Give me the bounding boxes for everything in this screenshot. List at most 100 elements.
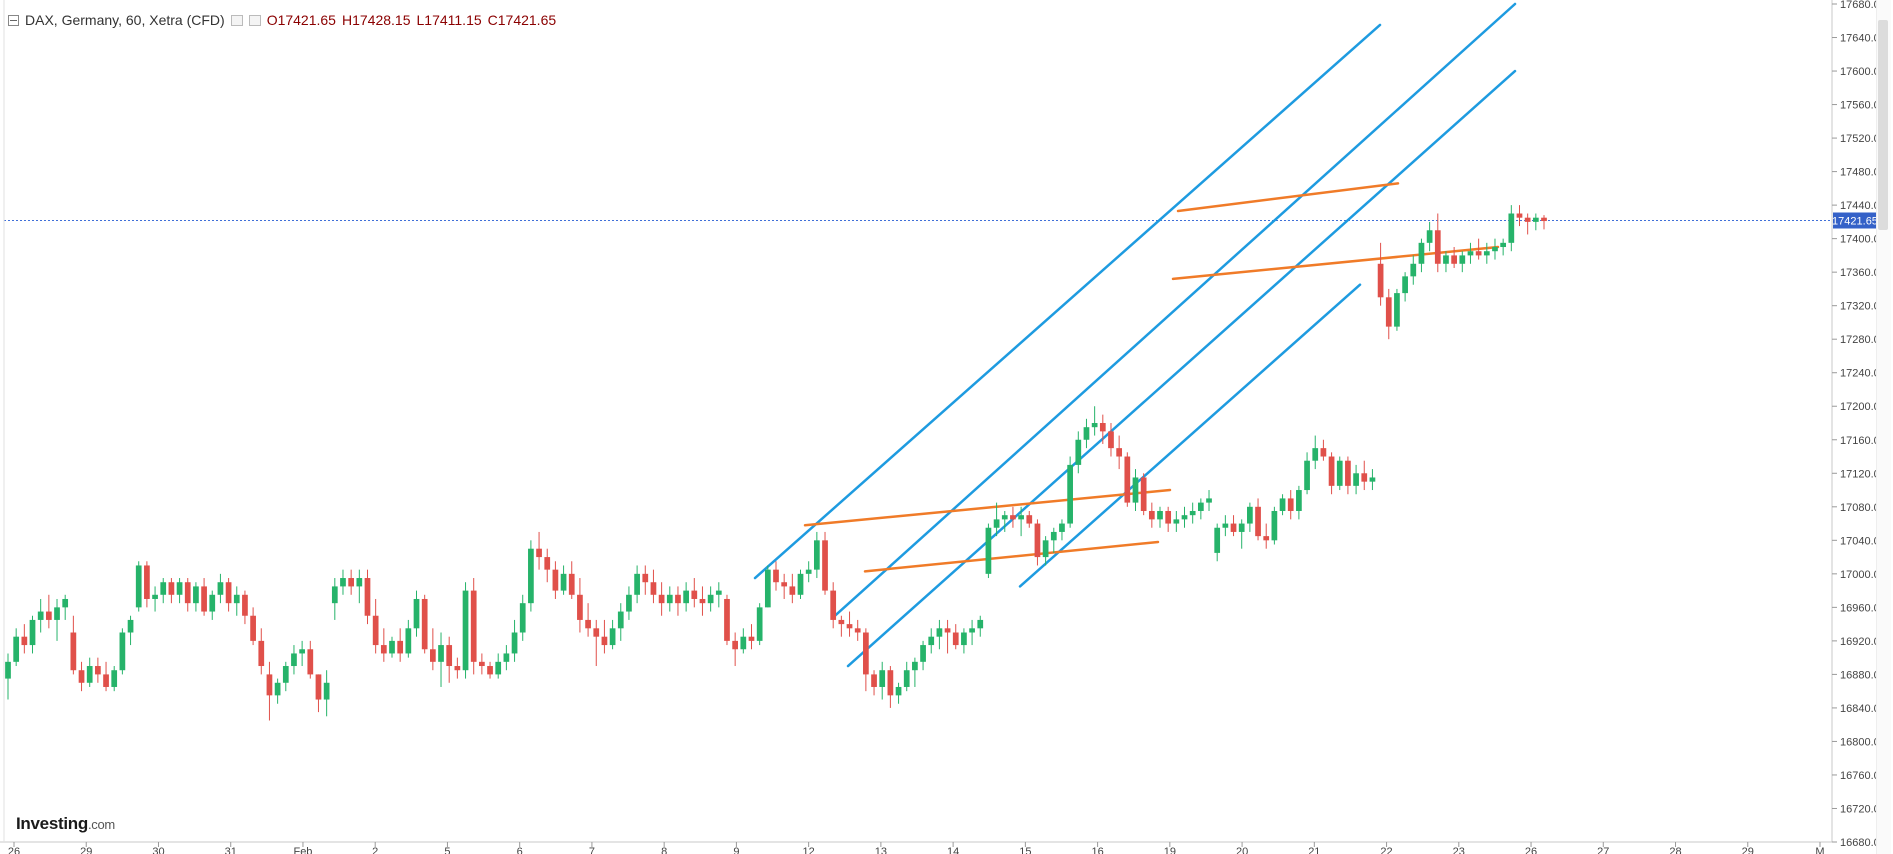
price-tag-label: 17421.65	[1832, 215, 1878, 227]
candle-body	[95, 666, 101, 675]
candle-body	[1091, 423, 1098, 428]
trendline-layer[interactable]	[4, 2, 1832, 668]
x-tick-label: 30	[152, 846, 164, 854]
candle-body	[1434, 230, 1441, 264]
candle-body	[397, 640, 404, 654]
y-tick-label: 17560.00	[1840, 100, 1886, 112]
candle-body	[5, 661, 11, 679]
y-tick-label: 17520.00	[1840, 133, 1886, 145]
settings-icon[interactable]	[248, 14, 261, 26]
candle-body	[552, 569, 559, 591]
candle-body	[144, 565, 150, 599]
candle-body	[830, 590, 837, 620]
investing-logo[interactable]: Investing.com	[16, 814, 115, 834]
candle-body	[593, 628, 600, 637]
y-tick-label: 17200.00	[1840, 401, 1886, 413]
wedge-trendline	[863, 540, 1160, 573]
candle-body	[920, 645, 926, 662]
visibility-icon[interactable]	[230, 14, 243, 26]
candle-body	[944, 628, 951, 633]
candle-body	[1385, 297, 1392, 327]
candle-body	[372, 615, 379, 646]
candle-body	[871, 674, 877, 687]
candle-body	[1361, 473, 1368, 482]
candle-body	[421, 598, 428, 650]
candle-body	[1026, 515, 1033, 524]
candle-body	[429, 649, 436, 662]
candle-body	[54, 607, 60, 620]
scrollbar-thumb[interactable]	[1878, 20, 1888, 230]
candle-body	[658, 594, 665, 604]
candle-body	[470, 590, 477, 662]
candle-body	[626, 594, 632, 612]
candle-body	[756, 607, 763, 641]
wedge-trendline	[1171, 245, 1500, 281]
close-value: C17421.65	[487, 12, 557, 28]
candle-body	[1059, 523, 1065, 532]
candle-body	[977, 619, 984, 629]
candle-body	[1083, 427, 1090, 440]
y-tick-label: 17680.00	[1840, 0, 1886, 11]
candle-body	[813, 540, 820, 570]
y-tick-label: 17360.00	[1840, 267, 1886, 279]
candle-body	[1173, 519, 1180, 524]
candle-body	[1099, 423, 1106, 432]
candle-body	[1410, 263, 1417, 277]
x-tick-label: 5	[444, 846, 450, 854]
candle-body	[1541, 217, 1547, 222]
candle-body	[1001, 515, 1008, 520]
x-tick-label: 15	[1019, 846, 1031, 854]
candle-body	[462, 590, 469, 671]
x-tick-label: 6	[517, 846, 523, 854]
y-tick-label: 17080.00	[1840, 502, 1886, 514]
candle-body	[266, 674, 273, 696]
x-tick-label: 13	[875, 846, 887, 854]
channel-trendline	[833, 2, 1517, 617]
candle-body	[45, 611, 52, 620]
x-tick-label: 20	[1236, 846, 1248, 854]
candle-body	[1336, 460, 1343, 486]
candle-body	[707, 594, 714, 604]
candle-body	[985, 527, 992, 574]
candle-body	[193, 586, 199, 604]
candle-body	[528, 548, 534, 604]
high-value: H17428.15	[341, 12, 411, 28]
logo-brand: Investing	[16, 814, 88, 833]
y-tick-label: 17440.00	[1840, 200, 1886, 212]
candle-body	[135, 565, 142, 608]
candle-body	[560, 573, 567, 591]
x-tick-label: 28	[1669, 846, 1681, 854]
candle-body	[969, 628, 975, 633]
candle-body	[495, 661, 502, 675]
candle-body	[152, 594, 158, 599]
candle-body	[1165, 510, 1172, 524]
candle-body	[609, 628, 616, 646]
candle-body	[1418, 242, 1425, 264]
candle-body	[675, 594, 681, 604]
candle-body	[1287, 498, 1294, 511]
candle-body	[1394, 293, 1400, 327]
collapse-icon[interactable]	[8, 14, 19, 26]
candle-body	[1345, 460, 1351, 486]
y-tick-label: 17240.00	[1840, 368, 1886, 380]
candle-body	[1042, 540, 1049, 558]
candle-body	[536, 548, 542, 558]
y-tick-label: 17000.00	[1840, 569, 1886, 581]
candle-body	[1181, 515, 1188, 520]
candle-body	[479, 661, 485, 667]
candle-body	[1524, 217, 1531, 222]
candle-body	[577, 594, 583, 620]
candle-body	[740, 636, 747, 650]
candle-body	[315, 674, 322, 700]
candle-body	[789, 586, 796, 595]
x-tick-label: 27	[1597, 846, 1609, 854]
candle-body	[1475, 251, 1482, 256]
candle-body	[1508, 213, 1515, 243]
candle-body	[258, 640, 265, 667]
candle-body	[1296, 490, 1302, 511]
x-tick-label: 22	[1380, 846, 1392, 854]
x-tick-label: 31	[225, 846, 237, 854]
y-tick-label: 16960.00	[1840, 602, 1886, 614]
candle-body	[331, 586, 338, 604]
